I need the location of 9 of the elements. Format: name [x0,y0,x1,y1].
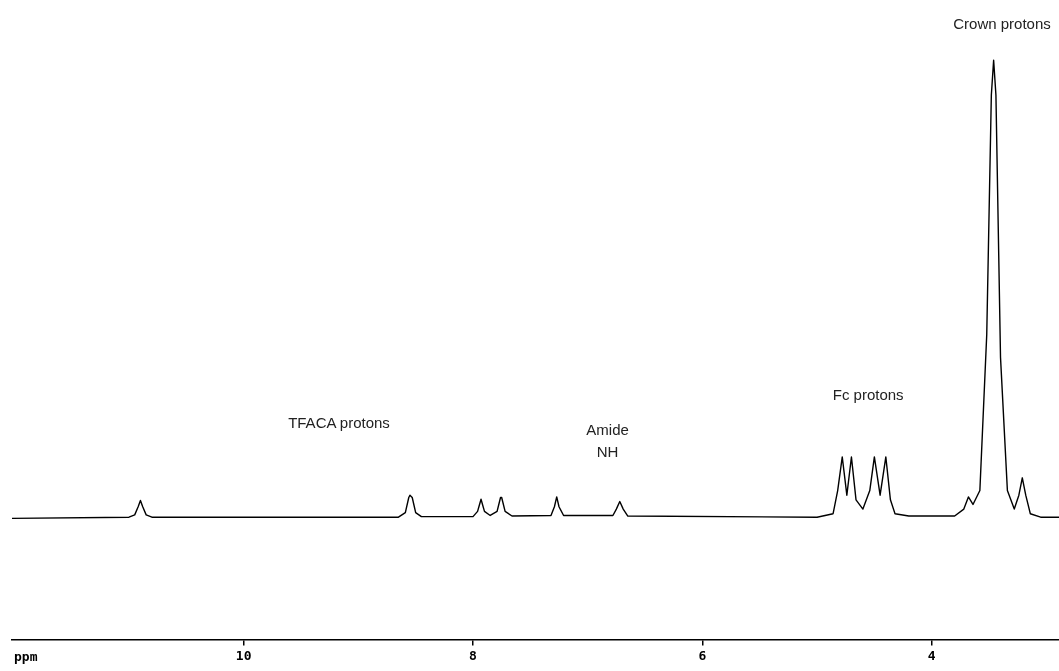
text: Crown protons [952,13,1052,34]
x-tick-label: 6 [698,647,707,663]
x-axis-title: ppm [14,649,38,665]
x-tick-label: 10 [235,647,252,663]
annotation: TFACA protons [287,413,391,434]
annotation: Amide NH [585,419,630,462]
x-tick-label: 4 [927,647,936,663]
x-tick-label: 8 [469,647,478,663]
annotation: Fc protons [831,384,905,405]
